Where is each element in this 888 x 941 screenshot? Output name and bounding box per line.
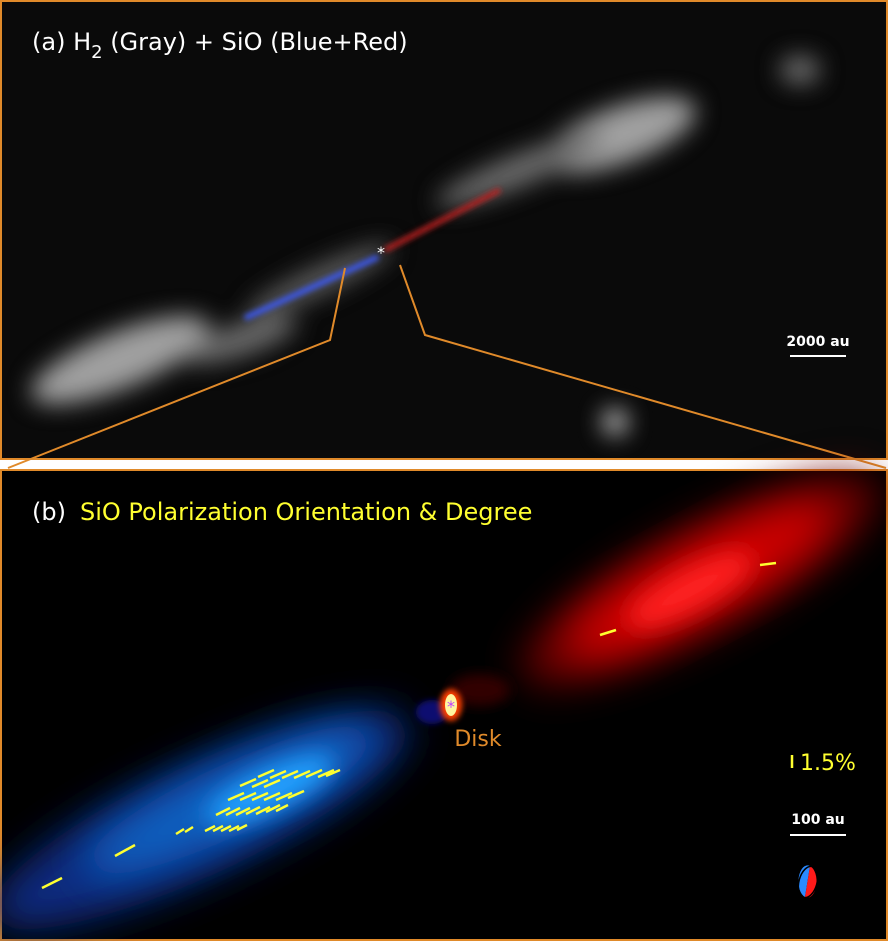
star-marker: * <box>377 243 385 262</box>
star-marker: * <box>447 697 455 716</box>
scale-bar-label: 100 au <box>791 812 845 828</box>
panel-b-title: SiO Polarization Orientation & Degree <box>80 498 532 526</box>
panel-frame <box>1 1 887 459</box>
polarization-scale-label: 1.5% <box>800 751 856 776</box>
panel-b-label: (b) <box>32 498 66 526</box>
title-part: (Gray) + SiO (Blue+Red) <box>103 28 408 56</box>
panel-b: * (b) SiO Polarization Orientation & Deg… <box>0 440 888 941</box>
title-part: (a) H <box>32 28 91 56</box>
disk: * <box>440 689 462 721</box>
panel-a: * (a) H2 (Gray) + SiO (Blue+Red) 2000 au <box>1 1 887 468</box>
figure: * (a) H2 (Gray) + SiO (Blue+Red) 2000 au… <box>0 0 888 941</box>
title-subscript: 2 <box>91 42 102 63</box>
scale-bar-label: 2000 au <box>786 334 849 350</box>
disk-label: Disk <box>454 727 502 752</box>
